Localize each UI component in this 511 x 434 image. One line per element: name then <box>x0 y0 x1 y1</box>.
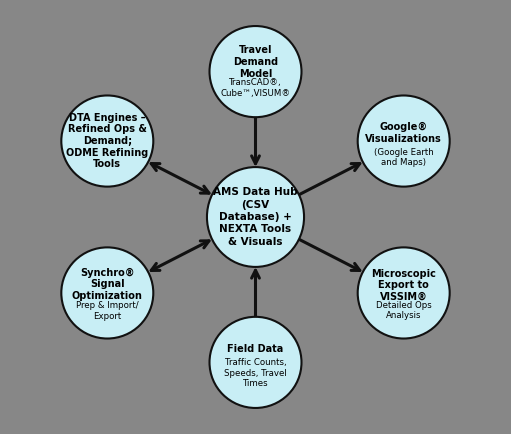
Ellipse shape <box>207 167 304 267</box>
Text: Traffic Counts,
Speeds, Travel
Times: Traffic Counts, Speeds, Travel Times <box>224 358 287 388</box>
Text: AMS Data Hub
(CSV
Database) +
NEXTA Tools
& Visuals: AMS Data Hub (CSV Database) + NEXTA Tool… <box>213 187 298 247</box>
Ellipse shape <box>61 95 153 187</box>
Text: Field Data: Field Data <box>227 343 284 354</box>
Ellipse shape <box>210 317 301 408</box>
Text: Microscopic
Export to
VISSIM®: Microscopic Export to VISSIM® <box>371 269 436 302</box>
Text: DTA Engines –
Refined Ops &
Demand;
ODME Refining
Tools: DTA Engines – Refined Ops & Demand; ODME… <box>66 113 148 169</box>
Text: (Google Earth
and Maps): (Google Earth and Maps) <box>374 148 433 167</box>
Text: Detailed Ops
Analysis: Detailed Ops Analysis <box>376 301 432 320</box>
Ellipse shape <box>358 95 450 187</box>
Text: Google®
Visualizations: Google® Visualizations <box>365 122 442 144</box>
Ellipse shape <box>358 247 450 339</box>
Ellipse shape <box>61 247 153 339</box>
Text: TransCAD®,
Cube™,VISUM®: TransCAD®, Cube™,VISUM® <box>220 79 291 98</box>
Text: Prep & Import/
Export: Prep & Import/ Export <box>76 302 138 321</box>
Text: Travel
Demand
Model: Travel Demand Model <box>233 46 278 79</box>
Text: Synchro®
Signal
Optimization: Synchro® Signal Optimization <box>72 268 143 301</box>
Ellipse shape <box>210 26 301 117</box>
